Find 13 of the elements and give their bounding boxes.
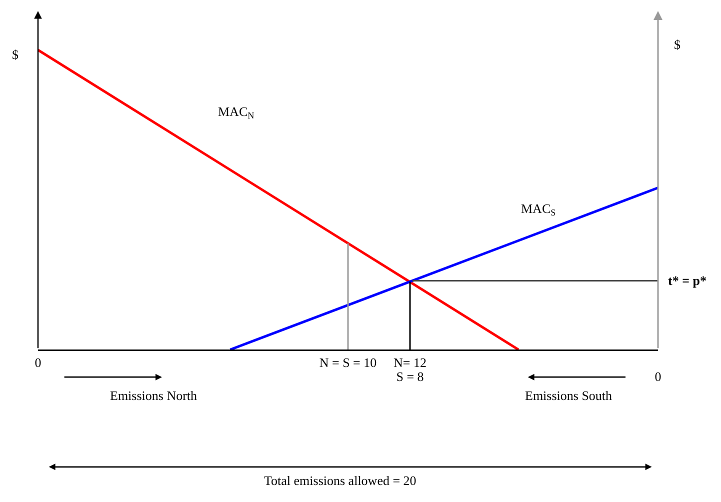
text: Total emissions allowed = 20 xyxy=(264,473,416,488)
y-axis-title: $ xyxy=(12,47,19,62)
x-tick-label: 0 xyxy=(34,354,42,370)
y2-axis-title: $ xyxy=(674,37,681,52)
text: MAC$_{N}$ xyxy=(218,104,255,121)
ref-line-label: t* = p* xyxy=(668,273,706,288)
series-label: MAC$_{S}$ xyxy=(521,201,556,218)
text: Emissions North xyxy=(110,388,198,403)
x2-tick-label: 0 xyxy=(654,369,662,384)
text: Emissions South xyxy=(525,388,613,403)
x-tick-label: N= 12 xyxy=(394,354,426,370)
x-tick-label: N = S = 10 xyxy=(319,354,377,370)
x2-tick-label: S = 8 xyxy=(396,369,424,384)
